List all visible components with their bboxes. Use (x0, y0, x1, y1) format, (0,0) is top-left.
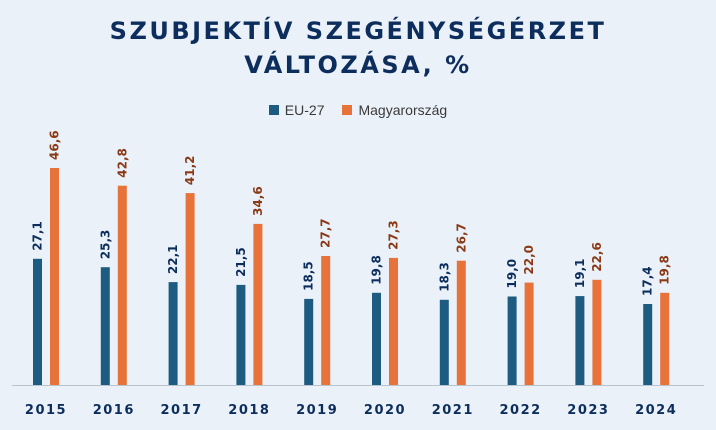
x-tick-label-2024: 2024 (635, 403, 677, 418)
bar-hungary-2018 (253, 223, 263, 385)
data-label-hungary-2020: 27,3 (387, 220, 401, 250)
x-tick-label-2016: 2016 (93, 403, 135, 418)
data-label-hungary-2017: 41,2 (183, 155, 197, 185)
data-label-eu27-2015: 27,1 (31, 221, 45, 251)
data-label-hungary-2015: 46,6 (48, 130, 62, 160)
data-label-eu27-2022: 19,0 (505, 259, 519, 289)
bar-hungary-2021 (456, 260, 466, 385)
x-tick-label-2020: 2020 (364, 403, 406, 418)
bar-hungary-2024 (660, 292, 670, 385)
data-label-eu27-2017: 22,1 (166, 244, 180, 274)
legend-item-hungary: Magyarország (342, 102, 447, 118)
data-label-eu27-2018: 21,5 (234, 247, 248, 277)
chart-title-line-2: VÁLTOZÁSA, % (244, 51, 472, 79)
legend-label-eu27: EU-27 (284, 102, 325, 118)
legend-swatch-eu27 (268, 105, 279, 115)
bar-hungary-2020 (389, 257, 398, 385)
bar-hungary-2015 (50, 168, 59, 385)
data-label-eu27-2019: 18,5 (302, 261, 316, 291)
bar-eu27-2024 (643, 304, 653, 385)
data-label-eu27-2020: 19,8 (370, 255, 384, 285)
bar-eu27-2021 (439, 299, 449, 385)
bar-hungary-2023 (592, 279, 602, 385)
bar-eu27-2019 (304, 298, 314, 385)
bar-eu27-2016 (100, 267, 110, 385)
data-label-hungary-2022: 22,0 (522, 245, 536, 275)
chart-title-line-1: SZUBJEKTÍV SZEGÉNYSÉGÉRZET (109, 17, 607, 45)
bar-hungary-2019 (321, 256, 331, 385)
data-label-hungary-2024: 19,8 (658, 255, 672, 285)
x-tick-label-2023: 2023 (567, 403, 609, 418)
bar-hungary-2016 (117, 185, 127, 385)
bar-eu27-2020 (372, 292, 381, 385)
bar-eu27-2018 (236, 284, 246, 385)
bar-eu27-2023 (575, 296, 585, 385)
data-label-hungary-2016: 42,8 (115, 148, 129, 178)
x-tick-label-2022: 2022 (500, 403, 542, 418)
x-tick-label-2015: 2015 (25, 403, 67, 418)
bar-hungary-2022 (524, 282, 534, 385)
bar-eu27-2017 (168, 282, 178, 385)
data-label-eu27-2024: 17,4 (641, 266, 655, 296)
chart-title: SZUBJEKTÍV SZEGÉNYSÉGÉRZET VÁLTOZÁSA, % (0, 14, 716, 82)
x-tick-label-2017: 2017 (161, 403, 203, 418)
data-label-eu27-2023: 19,1 (573, 258, 587, 288)
x-tick-label-2018: 2018 (228, 403, 270, 418)
legend-label-hungary: Magyarország (358, 102, 448, 118)
data-label-eu27-2021: 18,3 (437, 262, 451, 292)
data-label-hungary-2019: 27,7 (319, 218, 333, 248)
bar-hungary-2017 (185, 193, 195, 385)
data-label-hungary-2021: 26,7 (454, 223, 468, 253)
legend-swatch-hungary (342, 105, 353, 115)
data-label-eu27-2016: 25,3 (98, 230, 112, 260)
legend-item-eu27: EU-27 (268, 102, 325, 118)
bar-eu27-2022 (507, 296, 517, 385)
chart-legend: EU-27 Magyarország (0, 102, 716, 118)
x-tick-label-2019: 2019 (296, 403, 338, 418)
data-label-hungary-2023: 22,6 (590, 242, 604, 272)
data-label-hungary-2018: 34,6 (251, 186, 265, 216)
x-tick-label-2021: 2021 (432, 403, 474, 418)
bar-eu27-2015 (33, 258, 42, 385)
